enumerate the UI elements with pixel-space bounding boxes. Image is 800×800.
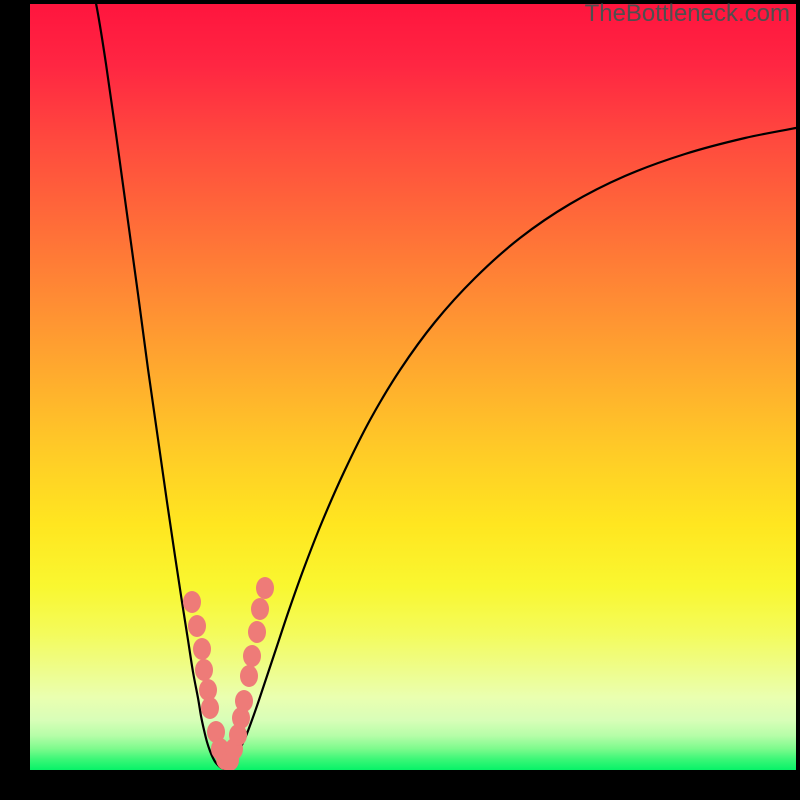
- watermark-text: TheBottleneck.com: [585, 0, 790, 28]
- curve-marker-group: [183, 577, 274, 770]
- curve-marker: [243, 645, 261, 667]
- curve-marker: [195, 659, 213, 681]
- curve-marker: [188, 615, 206, 637]
- curve-marker: [235, 690, 253, 712]
- curve-marker: [256, 577, 274, 599]
- curve-marker: [201, 697, 219, 719]
- curve-right-branch: [224, 128, 796, 769]
- curve-marker: [193, 638, 211, 660]
- bottleneck-curve: [30, 4, 796, 770]
- curve-marker: [251, 598, 269, 620]
- curve-marker: [248, 621, 266, 643]
- plot-area: [30, 4, 796, 770]
- curve-marker: [183, 591, 201, 613]
- curve-marker: [240, 665, 258, 687]
